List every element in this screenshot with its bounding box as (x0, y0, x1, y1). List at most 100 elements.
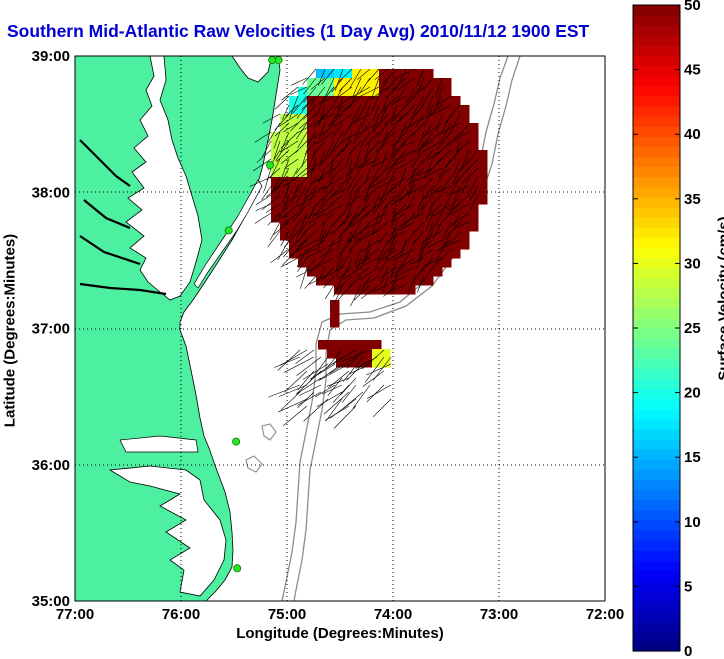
velocity-arrow (277, 167, 290, 189)
velocity-arrow (381, 266, 398, 278)
velocity-cell (406, 159, 416, 169)
velocity-cell (334, 276, 344, 286)
velocity-arrow (343, 203, 353, 225)
velocity-arrow (398, 158, 416, 169)
velocity-arrow (273, 212, 290, 223)
velocity-arrow (334, 95, 353, 110)
velocity-cell (451, 213, 461, 223)
velocity-cell (406, 267, 416, 277)
velocity-cell (397, 87, 407, 97)
velocity-cell (325, 114, 335, 124)
velocity-cell (379, 267, 389, 277)
colorbar-tick-labels: 0 5 10 15 20 25 30 35 40 45 50 (633, 0, 701, 659)
velocity-arrow (382, 275, 389, 294)
velocity-arrow (318, 149, 326, 168)
colorbar-band (633, 509, 680, 521)
velocity-arrow (390, 266, 407, 276)
velocity-cell (397, 177, 407, 187)
velocity-arrow (362, 149, 371, 168)
velocity-cell (352, 132, 362, 142)
velocity-cell (388, 177, 398, 187)
velocity-arrow (262, 140, 272, 157)
velocity-arrow (404, 185, 425, 197)
velocity-cell (307, 240, 317, 250)
velocity-arrow (323, 266, 344, 278)
velocity-cell (352, 204, 362, 214)
velocity-arrow (296, 266, 317, 278)
velocity-cell (424, 168, 434, 178)
velocity-arrow (427, 239, 443, 249)
velocity-cell (388, 258, 398, 268)
velocity-arrow (336, 275, 353, 292)
velocity-cell (388, 159, 398, 169)
velocity-cell (307, 249, 317, 259)
velocity-arrow (338, 266, 353, 280)
velocity-cell (343, 195, 353, 205)
velocity-cell (406, 249, 416, 259)
velocity-cell (316, 267, 326, 277)
velocity-cell (469, 195, 479, 205)
velocity-arrow (396, 203, 416, 215)
velocity-cell (415, 258, 425, 268)
velocity-cell (442, 96, 452, 106)
velocity-arrow (328, 239, 344, 247)
y-tick-label: 36:00 (32, 457, 70, 474)
velocity-arrow (255, 203, 272, 212)
velocity-arrow (398, 68, 407, 84)
velocity-cell (415, 213, 425, 223)
colorbar-band (633, 358, 680, 369)
velocity-cell (280, 159, 290, 169)
velocity-cell (415, 168, 425, 178)
velocity-arrow (382, 248, 398, 260)
velocity-arrow (390, 104, 398, 125)
velocity-arrow (349, 86, 371, 100)
velocity-arrow (315, 356, 343, 377)
velocity-arrow (392, 203, 407, 218)
velocity-cell (307, 123, 317, 133)
velocity-cell (289, 204, 299, 214)
velocity-cell (352, 177, 362, 187)
velocity-arrow (315, 203, 335, 217)
velocity-cell (307, 231, 317, 241)
velocity-cell (451, 231, 461, 241)
velocity-cell (298, 249, 308, 259)
velocity-arrow (327, 158, 335, 179)
velocity-cell (388, 87, 398, 97)
velocity-arrow (348, 167, 362, 189)
velocity-arrow (425, 122, 443, 136)
velocity-cell (334, 231, 344, 241)
velocity-arrow (290, 77, 308, 86)
velocity-arrow (309, 275, 326, 285)
velocity-cell (343, 123, 353, 133)
velocity-arrow (387, 284, 407, 294)
velocity-cell (361, 96, 371, 106)
velocity-arrow (270, 248, 290, 264)
velocity-cell (336, 358, 346, 368)
velocity-arrow (280, 257, 299, 268)
velocity-cell (370, 114, 380, 124)
velocity-arrow (308, 185, 317, 206)
velocity-arrow (277, 239, 290, 261)
velocity-arrow (348, 239, 362, 251)
velocity-cell (370, 213, 380, 223)
velocity-arrow (346, 363, 364, 381)
velocity-cell (370, 123, 380, 133)
velocity-arrow (317, 230, 326, 251)
velocity-arrow (423, 158, 434, 180)
velocity-arrow (423, 257, 443, 267)
velocity-cell (388, 222, 398, 232)
bathymetry-contour (293, 56, 521, 601)
colorbar-band (633, 85, 680, 97)
velocity-arrow (356, 122, 371, 139)
velocity-arrow (354, 221, 371, 241)
velocity-cell (397, 141, 407, 151)
velocity-arrow (267, 122, 281, 143)
velocity-arrow (285, 104, 299, 117)
velocity-cell (433, 150, 443, 160)
velocity-arrow (387, 167, 398, 186)
velocity-cell (397, 276, 407, 286)
velocity-arrow (369, 167, 380, 187)
velocity-arrow (278, 398, 308, 413)
colorbar-band (633, 176, 680, 188)
